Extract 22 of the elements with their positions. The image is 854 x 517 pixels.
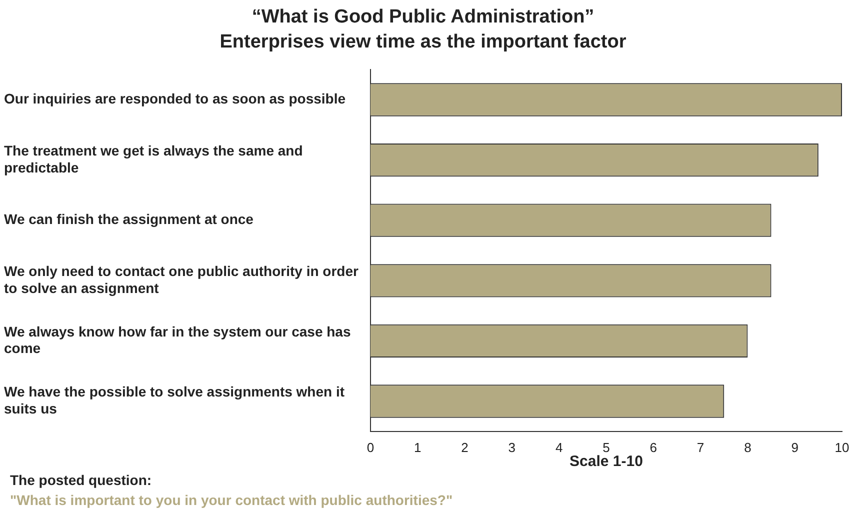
x-tick-label: 8 — [744, 440, 752, 455]
x-tick-label: 5 — [602, 440, 610, 455]
x-tick-label: 0 — [366, 440, 374, 455]
x-tick-label: 2 — [461, 440, 468, 455]
x-tick-label: 7 — [696, 440, 704, 455]
y-tick-label: We can finish the assignment at once — [4, 211, 254, 228]
x-tick-label: 10 — [834, 440, 850, 455]
y-tick-label: Our inquiries are responded to as soon as possible — [4, 90, 346, 107]
x-tick-label: 4 — [555, 440, 563, 455]
y-tick-label: The treatment we get is always the same and predictable — [4, 142, 303, 176]
y-tick-label: We have the possible to solve assignments when it suits us — [4, 384, 345, 417]
y-tick-label: We only need to contact one public authority in order to solve an assignment — [4, 263, 359, 296]
y-tick-label: We always know how far in the system our case has come — [4, 323, 351, 356]
x-axis-title: Scale 1-10 — [570, 453, 643, 470]
text: "What is important to you in your contact with public authorities?" — [10, 491, 453, 510]
x-tick-label: 1 — [414, 440, 422, 455]
x-tick-label: 3 — [508, 440, 516, 455]
chart-subtitle: Enterprises view time as the important factor — [220, 31, 627, 52]
text: The posted question: — [10, 471, 153, 490]
x-tick-label: 9 — [791, 440, 798, 455]
x-tick-label: 6 — [650, 440, 657, 455]
chart-title: “What is Good Public Administration” — [252, 6, 594, 28]
